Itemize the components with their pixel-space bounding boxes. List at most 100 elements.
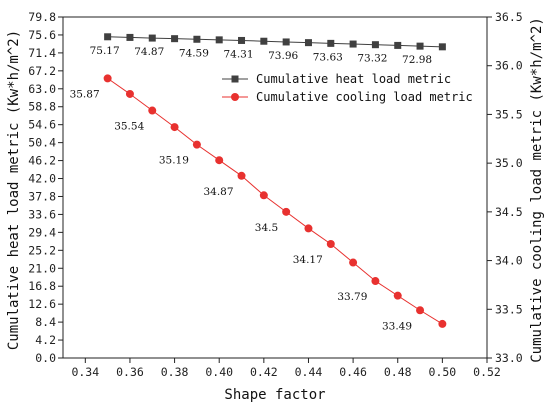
left-y-tick-label: 37.8 — [28, 189, 56, 203]
legend-cooling-label: Cumulative cooling load metric — [256, 90, 473, 104]
heat-data-point — [126, 33, 134, 41]
cooling-data-point — [326, 240, 335, 249]
heat-data-label: 74.31 — [223, 48, 253, 60]
x-tick-label: 0.38 — [161, 365, 189, 379]
left-y-tick-label: 16.8 — [28, 279, 56, 293]
left-y-tick-label: 50.4 — [28, 136, 56, 150]
left-y-tick-label: 67.2 — [28, 64, 56, 78]
heat-data-point — [371, 41, 379, 49]
heat-data-point — [238, 36, 246, 44]
plot-frame — [62, 16, 488, 359]
cooling-data-label: 35.19 — [159, 155, 189, 167]
left-y-tick-label: 71.4 — [28, 46, 56, 60]
heat-data-point — [104, 33, 112, 41]
cooling-data-label: 33.49 — [382, 320, 412, 332]
x-axis-ticks: 0.34 0.36 0.38 0.40 0.42 0.44 0.46 0.48 0.50 0.52 — [71, 358, 501, 379]
right-y-tick-label: 36.5 — [495, 10, 523, 24]
x-tick-label: 0.34 — [71, 365, 99, 379]
heat-data-point — [416, 42, 424, 50]
right-y-tick-label: 35.0 — [495, 156, 523, 170]
left-y-axis-ticks: 0.0 4.2 8.4 12.6 16.8 21.0 25.2 29.4 33.6 37.8 42.… — [28, 10, 63, 365]
left-y-tick-label: 54.6 — [28, 118, 56, 132]
left-y-tick-label: 4.2 — [35, 333, 56, 347]
cooling-data-point — [215, 156, 224, 165]
series-layer — [103, 33, 447, 328]
x-tick-label: 0.42 — [250, 365, 278, 379]
x-tick-label: 0.52 — [473, 365, 501, 379]
cooling-data-point — [282, 207, 291, 216]
left-y-tick-label: 12.6 — [28, 297, 56, 311]
right-y-tick-label: 34.0 — [495, 254, 523, 268]
heat-data-label: 73.96 — [268, 50, 298, 62]
legend: Cumulative heat load metric Cumulative c… — [222, 72, 473, 104]
right-y-tick-label: 35.5 — [495, 107, 523, 121]
x-tick-label: 0.48 — [384, 365, 412, 379]
heat-data-point — [438, 43, 446, 51]
right-y-tick-label: 33.5 — [495, 302, 523, 316]
legend-heat-marker — [231, 75, 239, 83]
cooling-data-label: 33.79 — [337, 291, 367, 303]
x-axis-title: Shape factor — [224, 387, 325, 403]
cooling-data-point — [148, 106, 157, 115]
heat-data-point — [282, 38, 290, 46]
cooling-data-label: 34.17 — [293, 254, 323, 266]
cooling-data-point — [416, 306, 425, 315]
data-labels-layer: 75.17 74.87 74.59 74.31 73.96 73.63 73.32 72.98… — [70, 45, 433, 332]
heat-data-point — [215, 36, 223, 44]
cooling-series-line — [107, 77, 443, 325]
heat-data-label: 73.32 — [357, 53, 387, 65]
cooling-data-point — [192, 140, 201, 149]
left-y-tick-label: 25.2 — [28, 243, 56, 257]
cooling-data-point — [371, 277, 380, 286]
right-y-tick-label: 33.0 — [495, 351, 523, 365]
cooling-data-point — [170, 123, 179, 132]
cooling-data-label: 34.87 — [203, 186, 233, 198]
heat-data-label: 75.17 — [90, 45, 120, 57]
cooling-data-label: 35.87 — [70, 88, 100, 100]
left-y-tick-label: 79.8 — [28, 10, 56, 24]
heat-data-label: 74.59 — [179, 47, 209, 59]
left-y-axis-title: Cumulative heat load metric (Kw*h/m^2) — [6, 30, 22, 350]
x-tick-label: 0.44 — [295, 365, 323, 379]
heat-data-point — [193, 35, 201, 43]
left-y-tick-label: 42.0 — [28, 172, 56, 186]
heat-data-point — [260, 37, 268, 45]
cooling-data-point — [438, 319, 447, 328]
legend-cooling-marker — [231, 93, 239, 101]
left-y-tick-label: 21.0 — [28, 261, 56, 275]
heat-series-line — [107, 36, 443, 48]
cooling-data-label: 35.54 — [114, 121, 144, 133]
left-y-tick-label: 58.8 — [28, 100, 56, 114]
right-y-axis-title: Cumulative cooling load metric (Kw*h/m^2… — [529, 17, 545, 363]
right-y-tick-label: 34.5 — [495, 205, 523, 219]
cooling-data-point — [237, 171, 246, 180]
cooling-data-label: 34.5 — [255, 222, 278, 234]
heat-data-point — [327, 39, 335, 47]
left-y-tick-label: 0.0 — [35, 351, 56, 365]
heat-data-label: 73.63 — [313, 51, 343, 63]
legend-heat-label: Cumulative heat load metric — [256, 72, 451, 86]
left-y-tick-label: 75.6 — [28, 28, 56, 42]
x-tick-label: 0.36 — [116, 365, 144, 379]
right-y-tick-label: 36.0 — [495, 59, 523, 73]
heat-data-point — [349, 40, 357, 48]
heat-data-label: 74.87 — [134, 46, 164, 58]
heat-data-point — [304, 39, 312, 47]
heat-data-point — [394, 41, 402, 49]
heat-data-label: 72.98 — [402, 54, 432, 66]
right-y-axis-ticks: 33.0 33.5 34.0 34.5 35.0 35.5 36.0 36.5 — [487, 10, 523, 365]
cooling-data-point — [125, 89, 134, 98]
left-y-tick-label: 46.2 — [28, 154, 56, 168]
heat-data-point — [171, 35, 179, 43]
cooling-data-point — [259, 191, 268, 200]
cooling-data-point — [103, 74, 112, 83]
x-tick-label: 0.46 — [339, 365, 367, 379]
heat-data-point — [148, 34, 156, 42]
cooling-data-point — [393, 291, 402, 300]
left-y-tick-label: 8.4 — [35, 315, 56, 329]
left-y-tick-label: 63.0 — [28, 82, 56, 96]
left-y-tick-label: 29.4 — [28, 225, 56, 239]
left-y-tick-label: 33.6 — [28, 207, 56, 221]
x-tick-label: 0.40 — [205, 365, 233, 379]
